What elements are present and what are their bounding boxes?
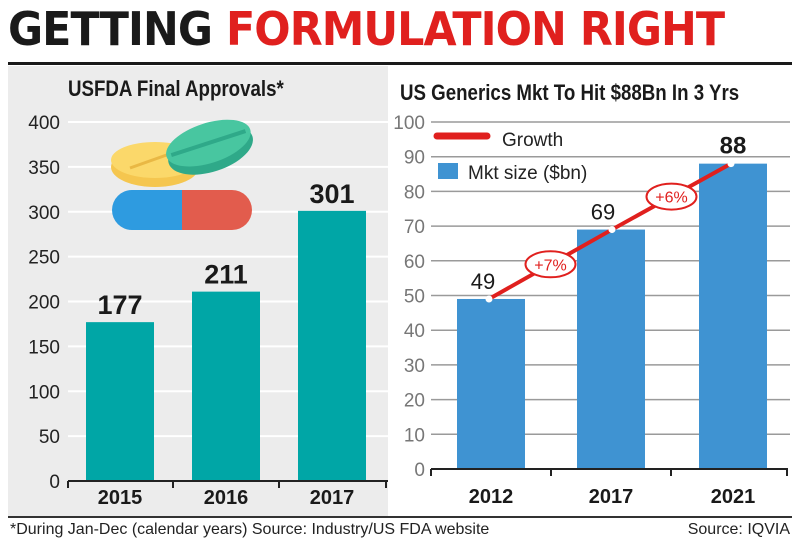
- growth-point: [727, 160, 735, 168]
- bar-2012: [457, 298, 525, 469]
- y-tick-label: 60: [404, 252, 425, 273]
- y-tick-label: 0: [49, 472, 60, 493]
- growth-badge: [645, 182, 698, 211]
- growth-point: [608, 226, 616, 234]
- growth-point: [485, 295, 493, 303]
- headline-rule: [8, 62, 792, 65]
- left-chart-title: USFDA Final Approvals*: [68, 76, 284, 101]
- y-tick-label: 50: [404, 287, 425, 308]
- bar-2017: [577, 229, 645, 469]
- data-label: 88: [720, 133, 747, 160]
- y-tick-label: 100: [28, 382, 60, 403]
- pills-illustration: [111, 119, 253, 230]
- headline-part2: FORMULATION RIGHT: [225, 2, 725, 56]
- data-label: 177: [97, 290, 142, 320]
- headline-part1: GETTING: [8, 2, 213, 56]
- bar-2015: [86, 322, 154, 481]
- bar-2017: [298, 210, 366, 482]
- bar-2016: [192, 291, 260, 481]
- x-tick-label: 2017: [310, 487, 355, 509]
- right-chart-title: US Generics Mkt To Hit $88Bn In 3 Yrs: [400, 80, 740, 105]
- x-tick-label: 2012: [469, 486, 514, 508]
- y-tick-label: 250: [28, 248, 60, 269]
- data-label: 69: [591, 200, 615, 225]
- y-tick-label: 70: [404, 217, 425, 238]
- x-tick-label: 2017: [589, 486, 634, 508]
- footer-rule: [8, 516, 792, 518]
- right-chart: 0 10 20 30 40 50 60 70 80 90 100 49 2012 69 2017 88 2021…: [393, 113, 790, 508]
- legend-swatch-mkt-size: [438, 163, 458, 179]
- headline: GETTING FORMULATION RIGHT: [8, 2, 725, 56]
- y-tick-label: 150: [28, 337, 60, 358]
- x-tick-label: 2016: [204, 487, 249, 509]
- data-label: 49: [471, 269, 495, 294]
- y-tick-label: 90: [404, 148, 425, 169]
- growth-label: +6%: [655, 190, 687, 207]
- bar-2021: [699, 163, 767, 469]
- y-tick-label: 400: [28, 113, 60, 134]
- y-tick-label: 20: [404, 391, 425, 412]
- y-tick-label: 0: [414, 460, 425, 481]
- y-tick-label: 350: [28, 158, 60, 179]
- y-tick-label: 50: [39, 427, 60, 448]
- y-tick-label: 10: [404, 425, 425, 446]
- growth-badge: [524, 250, 577, 279]
- legend-label-mkt-size: Mkt size ($bn): [468, 163, 587, 184]
- data-label: 211: [204, 260, 248, 290]
- growth-label: +7%: [534, 257, 566, 274]
- legend-label-growth: Growth: [502, 130, 563, 151]
- y-tick-label: 200: [28, 293, 60, 314]
- y-tick-label: 40: [404, 321, 425, 342]
- x-tick-label: 2021: [711, 486, 756, 508]
- y-tick-label: 30: [404, 356, 425, 377]
- data-label: 301: [309, 179, 354, 209]
- source: Source: IQVIA: [687, 521, 790, 538]
- x-tick-label: 2015: [98, 487, 143, 509]
- y-tick-label: 300: [28, 203, 60, 224]
- footnote: *During Jan-Dec (calendar years) Source:…: [10, 521, 490, 538]
- y-tick-label: 80: [404, 182, 425, 203]
- y-tick-label: 100: [393, 113, 425, 134]
